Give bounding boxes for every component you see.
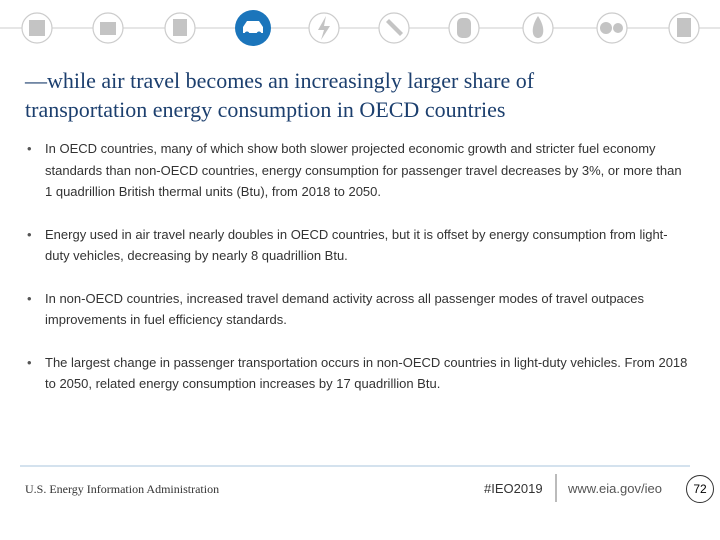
title-line: transportation energy consumption in OEC… — [25, 97, 506, 122]
footer-hashtag: #IEO2019 — [484, 481, 543, 496]
footer-url: www.eia.gov/ieo — [568, 481, 662, 496]
bullet: In non-OECD countries, increased travel … — [27, 288, 692, 331]
bullet: The largest change in passenger transpor… — [27, 352, 692, 395]
bullet: Energy used in air travel nearly doubles… — [27, 224, 692, 267]
footer-organization: U.S. Energy Information Administration — [25, 482, 220, 496]
title-line: —while air travel becomes an increasingl… — [25, 68, 535, 93]
car-glyph — [243, 21, 263, 33]
page-number: 72 — [686, 475, 714, 503]
bullet: In OECD countries, many of which show bo… — [27, 138, 692, 203]
icon-glyphs — [29, 16, 691, 40]
topic-icons — [0, 10, 720, 46]
bullet-list: In OECD countries, many of which show bo… — [27, 138, 692, 416]
slide-title: —while air travel becomes an increasingl… — [25, 66, 534, 124]
